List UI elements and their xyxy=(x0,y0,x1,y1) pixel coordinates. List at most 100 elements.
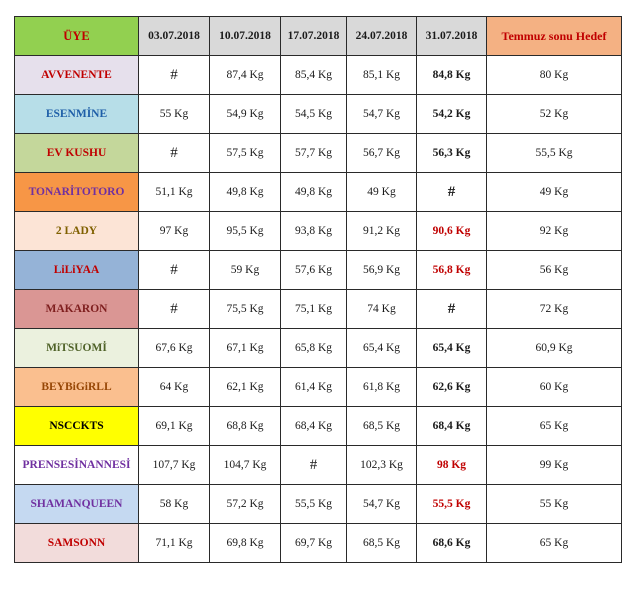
weight-cell[interactable]: 87,4 Kg xyxy=(209,55,281,95)
member-name-cell[interactable]: MAKARON xyxy=(14,289,139,329)
weight-cell[interactable]: 68,4 Kg xyxy=(280,406,347,446)
target-weight-cell[interactable]: 99 Kg xyxy=(486,445,622,485)
weight-cell[interactable]: 104,7 Kg xyxy=(209,445,281,485)
weight-cell[interactable]: # xyxy=(138,289,210,329)
weight-cell[interactable]: 64 Kg xyxy=(138,367,210,407)
weight-cell[interactable]: 102,3 Kg xyxy=(346,445,417,485)
weight-cell[interactable]: 93,8 Kg xyxy=(280,211,347,251)
weight-cell[interactable]: 95,5 Kg xyxy=(209,211,281,251)
target-weight-cell[interactable]: 60 Kg xyxy=(486,367,622,407)
weight-cell[interactable]: # xyxy=(280,445,347,485)
weight-cell[interactable]: 65,8 Kg xyxy=(280,328,347,368)
weight-cell[interactable]: 97 Kg xyxy=(138,211,210,251)
weight-cell[interactable]: 51,1 Kg xyxy=(138,172,210,212)
weight-cell[interactable]: 65,4 Kg xyxy=(346,328,417,368)
weight-cell[interactable]: 59 Kg xyxy=(209,250,281,290)
weight-cell[interactable]: 57,7 Kg xyxy=(280,133,347,173)
weight-cell[interactable]: 54,7 Kg xyxy=(346,484,417,524)
target-weight-cell[interactable]: 55,5 Kg xyxy=(486,133,622,173)
target-weight-cell[interactable]: 52 Kg xyxy=(486,94,622,134)
weight-cell[interactable]: 54,7 Kg xyxy=(346,94,417,134)
member-name-cell[interactable]: PRENSESİNANNESİ xyxy=(14,445,139,485)
target-weight-cell[interactable]: 49 Kg xyxy=(486,172,622,212)
weight-cell[interactable]: 49,8 Kg xyxy=(280,172,347,212)
weight-cell[interactable]: # xyxy=(138,55,210,95)
weight-cell[interactable]: # xyxy=(138,250,210,290)
date-column-header[interactable]: 10.07.2018 xyxy=(209,16,281,56)
date-column-header[interactable]: 24.07.2018 xyxy=(346,16,417,56)
member-column-header[interactable]: ÜYE xyxy=(14,16,139,56)
weight-cell[interactable]: 85,1 Kg xyxy=(346,55,417,95)
weight-cell[interactable]: 75,1 Kg xyxy=(280,289,347,329)
weight-cell[interactable]: 57,5 Kg xyxy=(209,133,281,173)
target-weight-cell[interactable]: 65 Kg xyxy=(486,523,622,563)
weight-cell[interactable]: 62,1 Kg xyxy=(209,367,281,407)
weight-cell[interactable]: 71,1 Kg xyxy=(138,523,210,563)
member-name-cell[interactable]: SHAMANQUEEN xyxy=(14,484,139,524)
weight-cell[interactable]: 56,7 Kg xyxy=(346,133,417,173)
weight-cell[interactable]: 61,8 Kg xyxy=(346,367,417,407)
weight-cell[interactable]: # xyxy=(416,289,487,329)
weight-cell[interactable]: 49,8 Kg xyxy=(209,172,281,212)
target-weight-cell[interactable]: 65 Kg xyxy=(486,406,622,446)
member-name-cell[interactable]: ESENMİNE xyxy=(14,94,139,134)
target-weight-cell[interactable]: 72 Kg xyxy=(486,289,622,329)
weight-cell[interactable]: # xyxy=(138,133,210,173)
weight-cell[interactable]: 54,9 Kg xyxy=(209,94,281,134)
weight-cell[interactable]: 56,3 Kg xyxy=(416,133,487,173)
weight-cell[interactable]: 61,4 Kg xyxy=(280,367,347,407)
weight-cell[interactable]: 75,5 Kg xyxy=(209,289,281,329)
weight-cell[interactable]: 65,4 Kg xyxy=(416,328,487,368)
weight-cell[interactable]: 55 Kg xyxy=(138,94,210,134)
weight-cell[interactable]: 54,5 Kg xyxy=(280,94,347,134)
target-weight-cell[interactable]: 56 Kg xyxy=(486,250,622,290)
member-name-cell[interactable]: LiLiYAA xyxy=(14,250,139,290)
weight-cell[interactable]: 107,7 Kg xyxy=(138,445,210,485)
member-name-cell[interactable]: MiTSUOMİ xyxy=(14,328,139,368)
target-weight-cell[interactable]: 92 Kg xyxy=(486,211,622,251)
weight-cell[interactable]: 68,6 Kg xyxy=(416,523,487,563)
weight-cell[interactable]: 56,9 Kg xyxy=(346,250,417,290)
weight-cell[interactable]: 67,6 Kg xyxy=(138,328,210,368)
weight-cell[interactable]: 57,6 Kg xyxy=(280,250,347,290)
weight-cell[interactable]: 90,6 Kg xyxy=(416,211,487,251)
target-weight-cell[interactable]: 55 Kg xyxy=(486,484,622,524)
weight-cell[interactable]: 68,5 Kg xyxy=(346,406,417,446)
weight-cell[interactable]: 74 Kg xyxy=(346,289,417,329)
target-weight-cell[interactable]: 80 Kg xyxy=(486,55,622,95)
table-row: NSCCKTS 69,1 Kg 68,8 Kg 68,4 Kg 68,5 Kg 68,4 … xyxy=(14,406,622,446)
date-column-header[interactable]: 17.07.2018 xyxy=(280,16,347,56)
weight-cell[interactable]: 84,8 Kg xyxy=(416,55,487,95)
weight-cell[interactable]: 67,1 Kg xyxy=(209,328,281,368)
weight-cell[interactable]: 68,4 Kg xyxy=(416,406,487,446)
weight-cell[interactable]: 68,8 Kg xyxy=(209,406,281,446)
member-name-cell[interactable]: TONARİTOTORO xyxy=(14,172,139,212)
weight-cell[interactable]: 69,1 Kg xyxy=(138,406,210,446)
weight-cell[interactable]: 85,4 Kg xyxy=(280,55,347,95)
weight-cell[interactable]: 98 Kg xyxy=(416,445,487,485)
weight-cell[interactable]: 54,2 Kg xyxy=(416,94,487,134)
table-row: MAKARON #75,5 Kg 75,1 Kg 74 Kg #72 Kg xyxy=(14,289,622,329)
member-name-cell[interactable]: BEYBiGiRLL xyxy=(14,367,139,407)
member-name-cell[interactable]: 2 LADY xyxy=(14,211,139,251)
date-column-header[interactable]: 03.07.2018 xyxy=(138,16,210,56)
date-column-header[interactable]: 31.07.2018 xyxy=(416,16,487,56)
weight-cell[interactable]: 91,2 Kg xyxy=(346,211,417,251)
weight-cell[interactable]: 49 Kg xyxy=(346,172,417,212)
member-name-cell[interactable]: AVVENENTE xyxy=(14,55,139,95)
weight-cell[interactable]: 69,8 Kg xyxy=(209,523,281,563)
weight-cell[interactable]: 68,5 Kg xyxy=(346,523,417,563)
target-column-header[interactable]: Temmuz sonu Hedef xyxy=(486,16,622,56)
target-weight-cell[interactable]: 60,9 Kg xyxy=(486,328,622,368)
weight-cell[interactable]: 69,7 Kg xyxy=(280,523,347,563)
weight-cell[interactable]: 55,5 Kg xyxy=(416,484,487,524)
member-name-cell[interactable]: EV KUSHU xyxy=(14,133,139,173)
member-name-cell[interactable]: NSCCKTS xyxy=(14,406,139,446)
weight-cell[interactable]: 62,6 Kg xyxy=(416,367,487,407)
weight-cell[interactable]: 55,5 Kg xyxy=(280,484,347,524)
weight-cell[interactable]: # xyxy=(416,172,487,212)
weight-cell[interactable]: 57,2 Kg xyxy=(209,484,281,524)
member-name-cell[interactable]: SAMSONN xyxy=(14,523,139,563)
weight-cell[interactable]: 56,8 Kg xyxy=(416,250,487,290)
weight-cell[interactable]: 58 Kg xyxy=(138,484,210,524)
